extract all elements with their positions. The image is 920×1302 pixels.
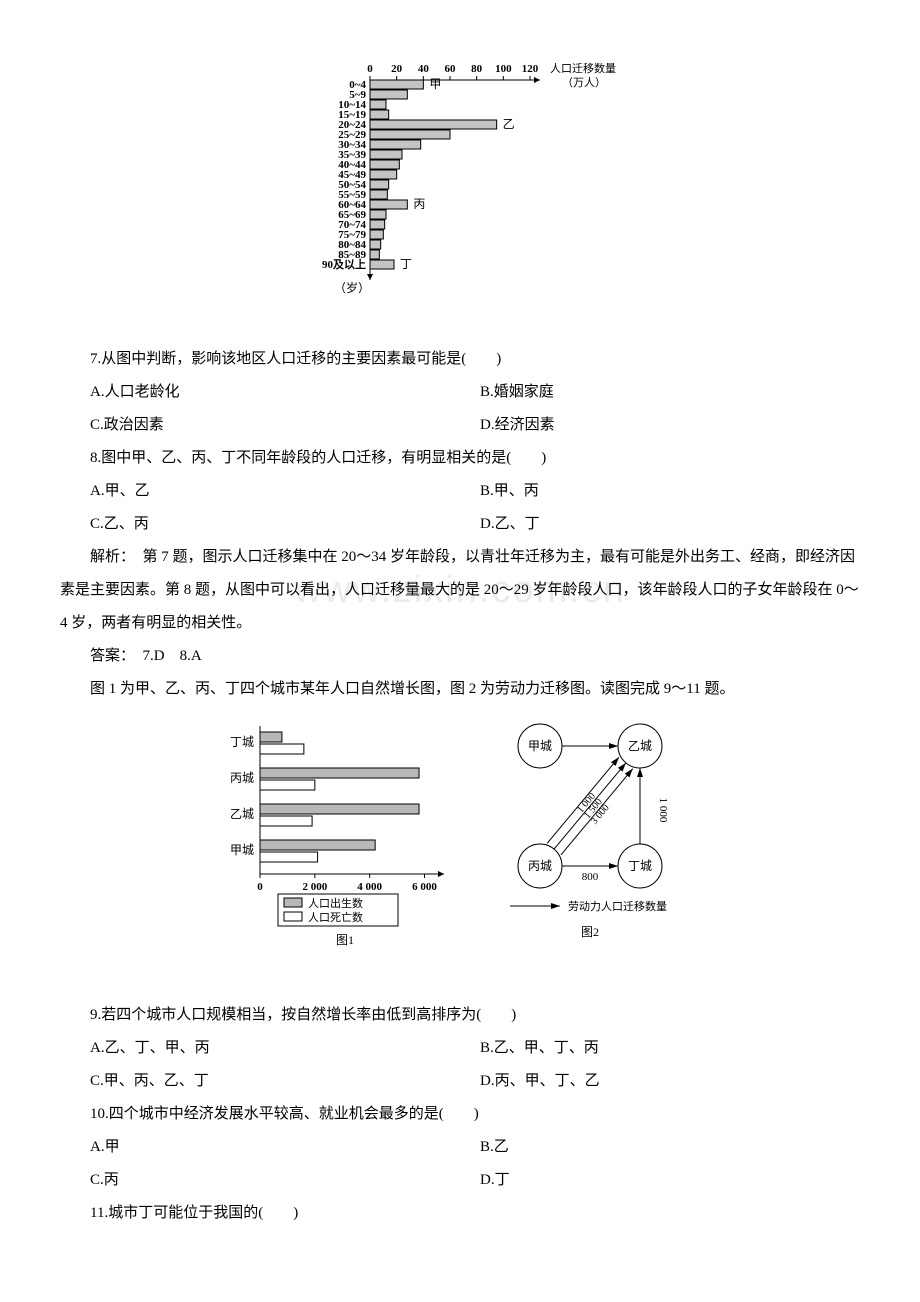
migration-by-age-chart: 020406080100120人口迁移数量（万人）0~45~910~1415~1… (60, 50, 860, 323)
svg-text:丁城: 丁城 (230, 735, 254, 749)
svg-text:60: 60 (445, 63, 457, 75)
svg-text:0: 0 (257, 881, 263, 893)
svg-text:劳动力人口迁移数量: 劳动力人口迁移数量 (568, 900, 667, 913)
q10-opt-a: A.甲 (60, 1131, 440, 1164)
svg-text:图1: 图1 (336, 933, 354, 947)
svg-text:80: 80 (471, 63, 483, 75)
svg-text:图2: 图2 (581, 925, 599, 939)
q9-opt-b: B.乙、甲、丁、丙 (480, 1032, 860, 1065)
q10-opt-c: C.丙 (60, 1164, 440, 1197)
svg-text:人口死亡数: 人口死亡数 (308, 910, 363, 924)
q7-opt-a: A.人口老龄化 (60, 376, 440, 409)
q7-options-row2: C.政治因素 D.经济因素 (60, 409, 860, 442)
figure-1-2-wrap: 丁城丙城乙城甲城02 0004 0006 000人口出生数人口死亡数图11 00… (60, 716, 860, 979)
q8-opt-b: B.甲、丙 (480, 475, 860, 508)
svg-text:丙城: 丙城 (528, 859, 552, 873)
q8-opt-c: C.乙、丙 (60, 508, 440, 541)
svg-text:甲城: 甲城 (528, 739, 552, 753)
svg-text:2 000: 2 000 (302, 881, 327, 893)
analysis-7-8: 解析： 第 7 题，图示人口迁移集中在 20～34 岁年龄段，以青壮年迁移为主，… (60, 541, 860, 640)
svg-text:800: 800 (582, 871, 599, 883)
intro-9-11: 图 1 为甲、乙、丙、丁四个城市某年人口自然增长图，图 2 为劳动力迁移图。读图… (60, 673, 860, 706)
svg-text:丙城: 丙城 (230, 771, 254, 785)
svg-text:人口出生数: 人口出生数 (308, 896, 363, 910)
q7-opt-d: D.经济因素 (480, 409, 860, 442)
svg-text:丁: 丁 (400, 257, 412, 271)
q10-options-row1: A.甲 B.乙 (60, 1131, 860, 1164)
question-7: 7.从图中判断，影响该地区人口迁移的主要因素最可能是( ) (60, 343, 860, 376)
svg-text:丁城: 丁城 (628, 859, 652, 873)
q10-opt-b: B.乙 (480, 1131, 860, 1164)
q7-options-row1: A.人口老龄化 B.婚姻家庭 (60, 376, 860, 409)
q9-options-row1: A.乙、丁、甲、丙 B.乙、甲、丁、丙 (60, 1032, 860, 1065)
svg-text:人口迁移数量: 人口迁移数量 (550, 62, 616, 75)
svg-text:4 000: 4 000 (357, 881, 382, 893)
q7-opt-c: C.政治因素 (60, 409, 440, 442)
svg-text:90及以上: 90及以上 (322, 257, 366, 271)
q8-opt-a: A.甲、乙 (60, 475, 440, 508)
svg-text:1 000: 1 000 (657, 798, 669, 823)
svg-text:40: 40 (418, 63, 430, 75)
svg-text:6 000: 6 000 (412, 881, 437, 893)
q8-options-row2: C.乙、丙 D.乙、丁 (60, 508, 860, 541)
question-9: 9.若四个城市人口规模相当，按自然增长率由低到高排序为( ) (60, 999, 860, 1032)
q7-opt-b: B.婚姻家庭 (480, 376, 860, 409)
svg-text:甲城: 甲城 (230, 843, 254, 857)
q9-opt-d: D.丙、甲、丁、乙 (480, 1065, 860, 1098)
q9-options-row2: C.甲、丙、乙、丁 D.丙、甲、丁、乙 (60, 1065, 860, 1098)
svg-text:乙城: 乙城 (628, 739, 652, 753)
svg-text:丙: 丙 (413, 197, 425, 211)
svg-text:甲: 甲 (429, 77, 441, 91)
q8-opt-d: D.乙、丁 (480, 508, 860, 541)
question-8: 8.图中甲、乙、丙、丁不同年龄段的人口迁移，有明显相关的是( ) (60, 442, 860, 475)
svg-text:120: 120 (522, 63, 539, 75)
q8-options-row1: A.甲、乙 B.甲、丙 (60, 475, 860, 508)
q10-options-row2: C.丙 D.丁 (60, 1164, 860, 1197)
svg-text:100: 100 (495, 63, 512, 75)
svg-text:乙城: 乙城 (230, 807, 254, 821)
q10-opt-d: D.丁 (480, 1164, 860, 1197)
svg-text:20: 20 (391, 63, 403, 75)
question-11: 11.城市丁可能位于我国的( ) (60, 1197, 860, 1230)
svg-text:（岁）: （岁） (334, 280, 370, 295)
q9-opt-a: A.乙、丁、甲、丙 (60, 1032, 440, 1065)
answer-7-8: 答案： 7.D 8.A (60, 640, 860, 673)
question-10: 10.四个城市中经济发展水平较高、就业机会最多的是( ) (60, 1098, 860, 1131)
svg-text:0: 0 (367, 63, 373, 75)
svg-text:乙: 乙 (503, 117, 515, 131)
q9-opt-c: C.甲、丙、乙、丁 (60, 1065, 440, 1098)
svg-text:（万人）: （万人） (562, 76, 606, 89)
